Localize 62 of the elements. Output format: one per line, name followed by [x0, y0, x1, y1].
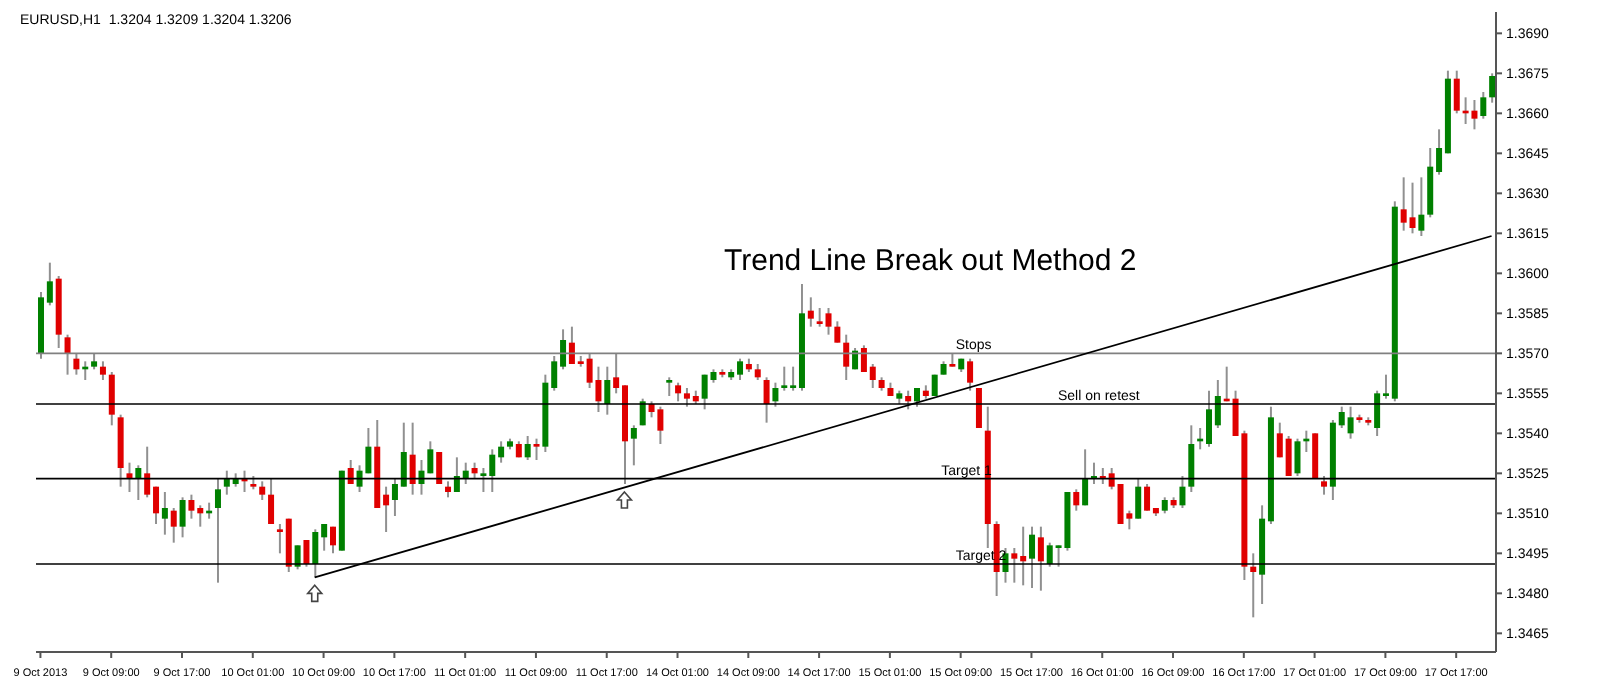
- candlestick: [126, 461, 133, 493]
- candlestick: [1347, 405, 1354, 440]
- candlestick: [1294, 437, 1301, 477]
- candlestick: [967, 357, 974, 392]
- candlestick: [1374, 389, 1381, 437]
- candlestick: [1144, 483, 1151, 512]
- candlestick: [1037, 525, 1044, 592]
- candlestick: [73, 352, 80, 376]
- candlestick: [595, 365, 602, 413]
- candlestick: [1480, 91, 1487, 120]
- candlestick: [772, 381, 779, 408]
- candlestick: [1011, 547, 1018, 584]
- candlestick: [135, 464, 142, 501]
- candlestick: [630, 424, 637, 467]
- candlestick: [993, 520, 1000, 597]
- candlestick: [1489, 72, 1496, 104]
- candlestick: [1409, 181, 1416, 235]
- candlestick: [604, 365, 611, 416]
- candlestick: [905, 389, 912, 411]
- candlestick: [834, 320, 841, 344]
- candlestick: [843, 333, 850, 381]
- candlestick: [179, 496, 186, 539]
- candlestick: [1029, 525, 1036, 589]
- candlestick: [188, 493, 195, 520]
- candlestick: [1250, 552, 1257, 619]
- candlestick: [657, 405, 664, 445]
- candlestick: [1427, 147, 1434, 219]
- candlestick: [701, 373, 708, 411]
- candlestick: [533, 437, 540, 461]
- candlestick: [259, 480, 266, 501]
- candlestick: [975, 388, 982, 428]
- candlestick: [1285, 435, 1292, 477]
- candlestick: [1135, 477, 1142, 520]
- text: Trend Line Break out Method 2: [724, 244, 1137, 278]
- candlestick: [675, 381, 682, 403]
- candlestick: [1418, 176, 1425, 237]
- candlestick: [108, 371, 115, 427]
- candlestick: [312, 528, 319, 579]
- candlestick: [268, 477, 275, 525]
- candlestick: [1188, 424, 1195, 493]
- candlestick: [763, 376, 770, 424]
- candlestick: [409, 421, 416, 496]
- candlestick: [666, 376, 673, 397]
- candlestick: [161, 491, 168, 536]
- candlestick: [214, 477, 221, 584]
- candlestick: [99, 360, 106, 381]
- candlestick: [1471, 99, 1478, 131]
- candlestick: [1073, 488, 1080, 512]
- candlestick: [781, 365, 788, 392]
- candlestick: [825, 307, 832, 336]
- candlestick: [807, 296, 814, 328]
- candlestick: [64, 333, 71, 376]
- candlestick: [170, 507, 177, 544]
- candlestick: [1453, 69, 1460, 115]
- candlestick: [1312, 432, 1319, 480]
- candlestick: [330, 525, 336, 555]
- candlestick: [1179, 475, 1186, 509]
- candlestick: [1321, 475, 1328, 496]
- candlestick: [524, 435, 531, 461]
- candlestick: [1082, 448, 1089, 507]
- candlestick: [303, 539, 310, 568]
- candlestick: [914, 387, 920, 408]
